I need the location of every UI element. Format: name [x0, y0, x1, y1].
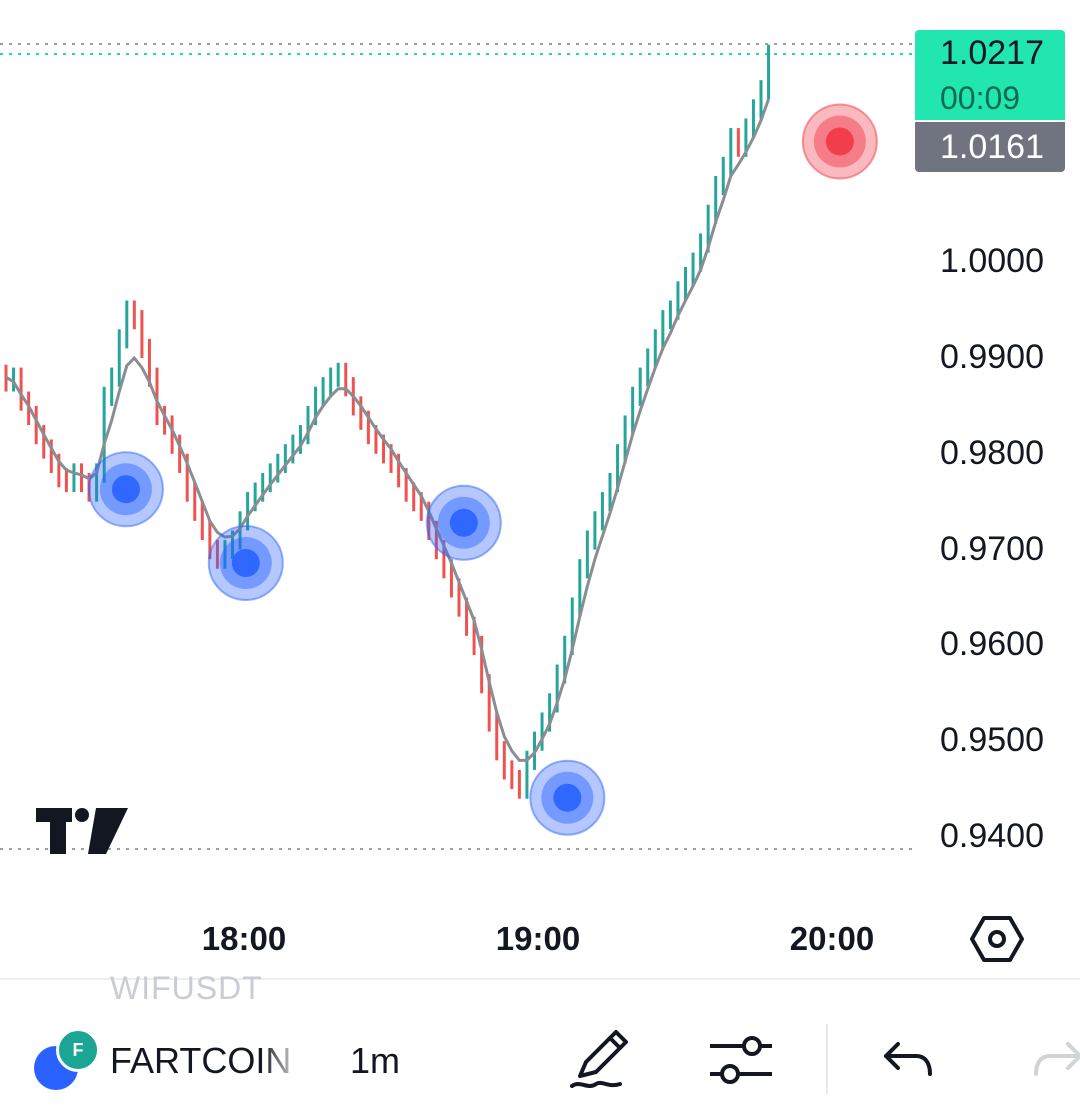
x-axis-tick-label: 18:00 [201, 920, 287, 957]
previous-symbol-label: WIFUSDT [110, 970, 263, 1006]
chart-settings-icon[interactable] [970, 912, 1024, 966]
y-axis-tick-label: 1.0000 [940, 242, 1044, 281]
price-chart[interactable] [0, 0, 1080, 980]
buy-signal-marker [231, 549, 260, 578]
x-axis-tick-label: 20:00 [789, 920, 875, 957]
interval-selector[interactable]: 1m [350, 1040, 401, 1081]
exchange-badge-icon: F [56, 1028, 100, 1072]
last-price-box [915, 30, 1065, 120]
mark-price-box [915, 122, 1065, 172]
x-axis-tick-label: 19:00 [495, 920, 581, 957]
last-price-label: 1.0217 [940, 34, 1044, 72]
undo-icon[interactable] [876, 1024, 946, 1094]
buy-signal-marker [111, 475, 140, 504]
y-axis-tick-label: 0.9900 [940, 338, 1044, 376]
y-axis-tick-label: 0.9400 [940, 817, 1044, 855]
sliders-icon[interactable] [706, 1024, 776, 1094]
symbol-selector[interactable]: FARTCOIN [110, 1040, 292, 1081]
mark-price-label: 1.0161 [940, 128, 1044, 166]
toolbar-divider [826, 1024, 828, 1094]
y-axis-tick-label: 0.9700 [940, 529, 1044, 568]
buy-signal-marker [553, 783, 582, 812]
y-axis-tick-label: 0.9500 [940, 721, 1044, 760]
sell-signal-marker [825, 127, 854, 156]
moving-average-line [5, 98, 770, 762]
redo-icon[interactable] [1030, 1024, 1080, 1094]
bottom-toolbar [0, 978, 1080, 1116]
y-axis-tick-label: 0.9600 [940, 625, 1044, 664]
buy-signal-marker [449, 508, 478, 537]
symbol-fade [262, 1036, 302, 1086]
bar-countdown-label: 00:09 [940, 80, 1021, 116]
tradingview-logo [36, 808, 128, 854]
pencil-icon[interactable] [566, 1024, 636, 1094]
y-axis-tick-label: 0.9800 [940, 433, 1044, 472]
